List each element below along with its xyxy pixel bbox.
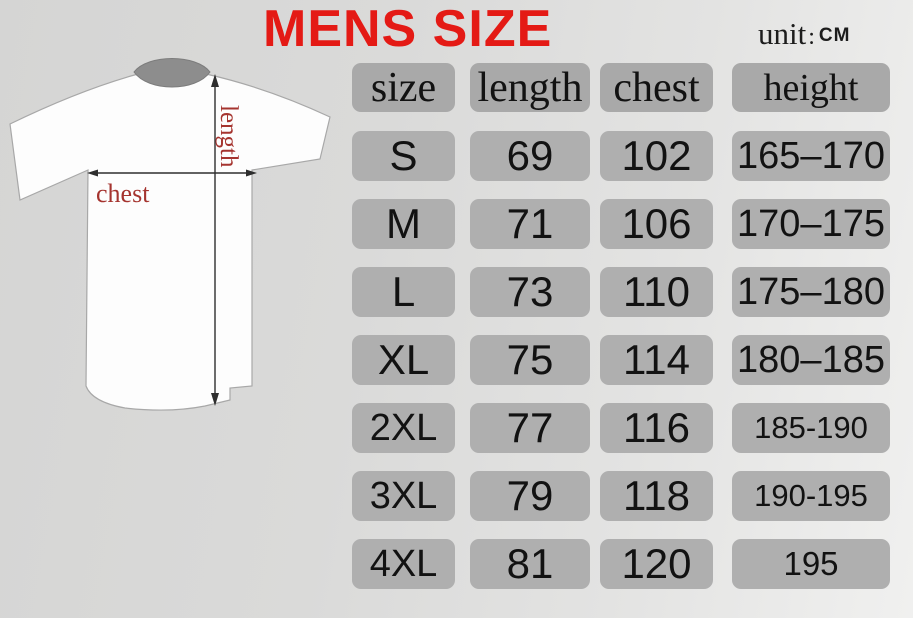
size-value: XL: [352, 335, 455, 385]
chest-arrow: [87, 169, 257, 177]
length-label: length: [215, 105, 242, 168]
length-arrow: [211, 74, 219, 406]
table-row: S 69 102 165–170: [352, 131, 890, 181]
size-value: 2XL: [352, 403, 455, 453]
unit-word: unit: [758, 16, 807, 51]
header-chest: chest: [600, 63, 713, 112]
height-value: 195: [732, 539, 890, 589]
height-value: 170–175: [732, 199, 890, 249]
header-length: length: [470, 63, 590, 112]
length-value: 81: [470, 539, 590, 589]
table-row: 3XL 79 118 190-195: [352, 471, 890, 521]
chest-value: 120: [600, 539, 713, 589]
tshirt-outline: [9, 73, 331, 411]
length-value: 73: [470, 267, 590, 317]
size-value: M: [352, 199, 455, 249]
table-row: 2XL 77 116 185-190: [352, 403, 890, 453]
height-value: 190-195: [732, 471, 890, 521]
table-header-row: size length chest height: [352, 63, 890, 112]
chest-label: chest: [96, 179, 150, 208]
table-row: 4XL 81 120 195: [352, 539, 890, 589]
length-value: 71: [470, 199, 590, 249]
size-value: 3XL: [352, 471, 455, 521]
table-row: L 73 110 175–180: [352, 267, 890, 317]
length-value: 75: [470, 335, 590, 385]
table-row: M 71 106 170–175: [352, 199, 890, 249]
chest-value: 106: [600, 199, 713, 249]
length-value: 69: [470, 131, 590, 181]
chest-value: 102: [600, 131, 713, 181]
header-height: height: [732, 63, 890, 112]
table-row: XL 75 114 180–185: [352, 335, 890, 385]
chest-value: 116: [600, 403, 713, 453]
chest-value: 118: [600, 471, 713, 521]
page-title: MENS SIZE: [263, 0, 553, 58]
height-value: 180–185: [732, 335, 890, 385]
unit-value: CM: [818, 25, 851, 46]
tshirt-diagram: length chest: [0, 40, 340, 470]
unit-label: unit: CM: [758, 16, 908, 52]
chest-value: 114: [600, 335, 713, 385]
size-value: 4XL: [352, 539, 455, 589]
height-value: 175–180: [732, 267, 890, 317]
height-value: 165–170: [732, 131, 890, 181]
size-value: L: [352, 267, 455, 317]
chest-value: 110: [600, 267, 713, 317]
length-value: 79: [470, 471, 590, 521]
size-table: size length chest height S 69 102 165–17…: [352, 63, 890, 607]
collar: [133, 58, 211, 88]
length-value: 77: [470, 403, 590, 453]
unit-separator: :: [808, 24, 815, 50]
height-value: 185-190: [732, 403, 890, 453]
header-size: size: [352, 63, 455, 112]
size-value: S: [352, 131, 455, 181]
